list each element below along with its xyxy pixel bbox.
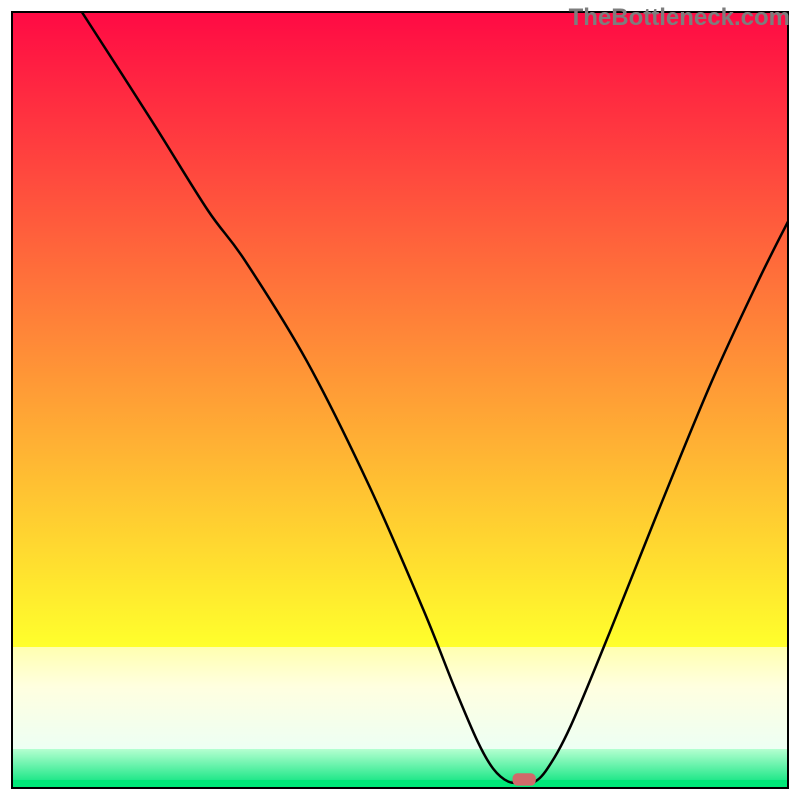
optimal-marker	[513, 773, 536, 785]
bottleneck-chart: TheBottleneck.com	[0, 0, 800, 800]
watermark-text: TheBottleneck.com	[569, 4, 790, 32]
chart-svg	[0, 0, 800, 800]
